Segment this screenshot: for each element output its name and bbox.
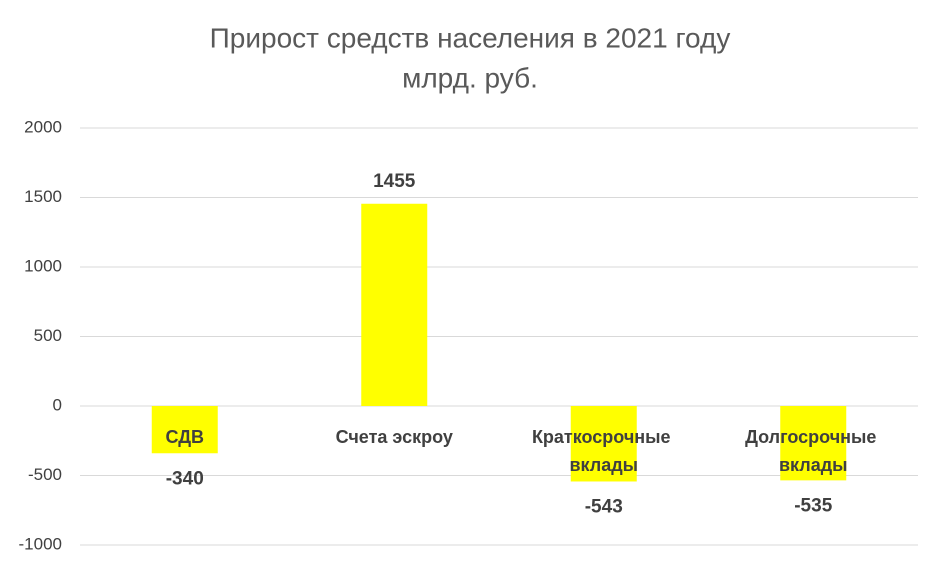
value-label: 1455	[373, 171, 416, 192]
x-tick-label: Счета эскроу	[336, 427, 453, 447]
bar	[570, 406, 637, 482]
bar	[780, 406, 847, 481]
y-tick-label: -1000	[19, 534, 62, 553]
value-label: -340	[166, 468, 204, 489]
value-label: -543	[585, 496, 623, 517]
y-tick-label: 500	[34, 326, 62, 345]
y-tick-label: 1000	[24, 256, 62, 275]
y-tick-label: -500	[28, 465, 62, 484]
x-tick-label: Долгосрочные вклады	[745, 427, 881, 475]
chart-subtitle: млрд. руб.	[402, 62, 538, 93]
x-tick-label: СДВ	[165, 427, 204, 447]
x-tick-label: Краткосрочные вклады	[532, 427, 676, 475]
y-tick-label: 0	[53, 395, 62, 414]
y-tick-label: 1500	[24, 187, 62, 206]
bar	[361, 203, 428, 406]
bar	[151, 406, 218, 454]
value-label: -535	[794, 495, 832, 516]
y-tick-label: 2000	[24, 117, 62, 136]
chart-title: Прирост средств населения в 2021 году	[210, 22, 731, 53]
